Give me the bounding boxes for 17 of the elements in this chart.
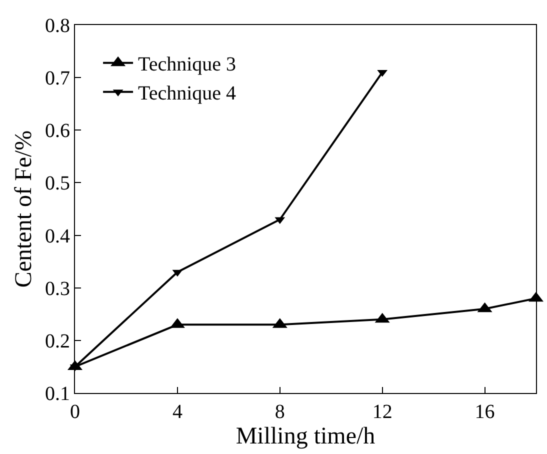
x-tick-label: 4 — [172, 401, 182, 423]
x-axis-title: Milling time/h — [236, 423, 376, 450]
x-tick-label: 16 — [474, 401, 495, 423]
y-tick-label: 0.1 — [45, 383, 70, 405]
y-tick-label: 0.5 — [45, 172, 70, 195]
x-tick-label: 8 — [274, 401, 285, 423]
y-tick-label: 0.6 — [45, 120, 70, 142]
y-tick-label: 0.7 — [45, 68, 70, 90]
x-tick-label: 0 — [70, 401, 80, 423]
y-axis-title: Centent of Fe/% — [11, 130, 38, 288]
y-tick-label: 0.8 — [45, 15, 70, 37]
y-tick-label: 0.4 — [45, 225, 70, 248]
x-tick-label: 12 — [372, 401, 392, 423]
legend-label: Technique 4 — [138, 82, 236, 105]
y-tick-label: 0.3 — [45, 278, 70, 300]
legend-label: Technique 3 — [138, 54, 236, 76]
y-tick-label: 0.2 — [45, 330, 70, 352]
